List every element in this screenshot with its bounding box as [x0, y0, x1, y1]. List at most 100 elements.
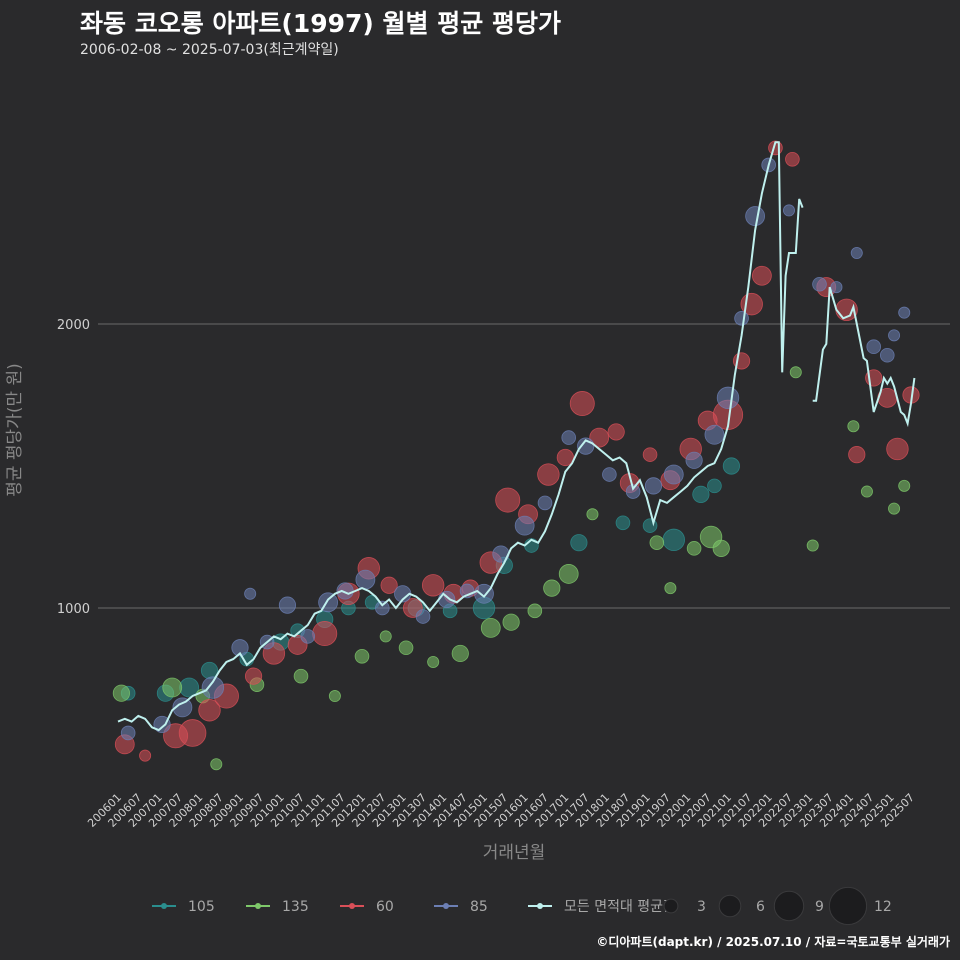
- point-60-2006-09: [139, 749, 152, 762]
- point-135-2024-02: [847, 420, 860, 433]
- point-135-2014-06: [451, 644, 469, 663]
- point-60-2017-11: [589, 427, 610, 448]
- point-135-2020-11: [712, 539, 730, 557]
- point-135-2019-08: [664, 582, 677, 595]
- point-135-2025-02: [888, 502, 901, 515]
- point-85-2018-09: [625, 484, 641, 499]
- legend-size-label-3: 3: [697, 899, 706, 915]
- point-135-2016-09: [543, 579, 561, 597]
- point-60-2017-01: [556, 448, 574, 467]
- point-135-2010-07: [293, 668, 309, 684]
- legend-size-3: 3: [663, 898, 706, 915]
- point-60-2022-08: [785, 151, 800, 167]
- legend-label-3: 60: [376, 899, 394, 915]
- legend-item-4: 85: [434, 899, 488, 915]
- legend-size-bubble-12: [828, 886, 868, 926]
- point-135-2022-09: [789, 366, 802, 379]
- legend-size-bubble-3: [663, 898, 679, 914]
- point-135-2011-05: [328, 690, 341, 703]
- legend-item-3: 60: [340, 899, 394, 915]
- point-85-2022-07: [783, 204, 796, 217]
- point-85-2024-12: [879, 347, 895, 363]
- data-points: [112, 140, 920, 771]
- point-85-2023-09: [830, 281, 843, 294]
- point-60-2019-02: [642, 447, 658, 462]
- average-line-segment-2: [812, 286, 916, 428]
- point-85-2007-08: [172, 697, 193, 718]
- point-85-2016-07: [537, 495, 553, 511]
- point-135-2025-05: [898, 479, 911, 492]
- legend-key-5: [537, 903, 543, 909]
- legend: 105 135 60 85 모든 면적대 평균값 3 6 9 12: [152, 886, 892, 926]
- point-85-2017-02: [561, 430, 577, 445]
- average-line-group: [117, 141, 916, 732]
- point-135-2013-10: [427, 655, 440, 668]
- legend-size-12: 12: [828, 886, 892, 926]
- point-135-2016-04: [527, 603, 543, 619]
- point-135-2017-02: [558, 564, 579, 584]
- x-tick-labels: 2006012006072007012007072008012008072009…: [85, 791, 917, 830]
- legend-label-1: 105: [188, 899, 215, 915]
- point-85-2012-07: [375, 600, 390, 616]
- point-85-2010-09: [300, 629, 316, 644]
- point-135-2008-06: [210, 758, 223, 771]
- legend-label-5: 모든 면적대 평균값: [564, 899, 676, 915]
- point-85-2024-03: [850, 246, 863, 259]
- legend-size-label-6: 6: [756, 899, 765, 915]
- point-60-2024-03: [848, 446, 866, 464]
- point-135-2006-02: [112, 684, 130, 702]
- point-85-2009-04: [244, 587, 257, 600]
- point-85-2016-01: [514, 515, 535, 536]
- point-85-2009-01: [231, 639, 249, 657]
- legend-size-9: 9: [773, 890, 824, 922]
- point-60-2017-06: [569, 391, 595, 417]
- legend-size-bubble-9: [773, 890, 805, 922]
- point-60-2016-08: [537, 463, 560, 486]
- legend-key-4: [443, 903, 449, 909]
- x-axis-label: 거래년월: [483, 843, 546, 863]
- point-60-2013-10: [421, 574, 445, 597]
- point-85-2021-05: [734, 311, 749, 326]
- point-85-2015-01: [474, 583, 494, 604]
- point-85-2007-02: [153, 715, 171, 734]
- legend-label-2: 135: [282, 899, 309, 915]
- point-85-2021-01: [716, 386, 740, 410]
- point-85-2010-03: [278, 596, 297, 614]
- point-85-2012-02: [355, 569, 376, 590]
- point-60-2008-04: [198, 699, 221, 722]
- point-60-2021-11: [751, 265, 772, 286]
- legend-key-2: [255, 903, 261, 909]
- point-105-2020-05: [692, 485, 710, 503]
- legend-key-3: [349, 903, 355, 909]
- legend-size-6: 6: [718, 894, 765, 918]
- point-60-2012-09: [380, 576, 398, 594]
- legend-item-5: 모든 면적대 평균값: [528, 899, 676, 915]
- point-85-2025-05: [898, 306, 911, 319]
- point-60-2009-05: [244, 667, 263, 685]
- point-135-2015-09: [502, 613, 520, 631]
- legend-size-bubble-6: [718, 894, 742, 918]
- point-60-2011-02: [312, 621, 338, 647]
- point-85-2013-07: [415, 609, 431, 624]
- point-135-2023-02: [806, 539, 819, 552]
- legend-size-label-12: 12: [874, 899, 892, 915]
- y-tick-labels: 1000 2000: [57, 318, 90, 617]
- point-135-2015-03: [480, 617, 501, 638]
- point-85-2019-09: [663, 464, 684, 485]
- point-105-2020-09: [707, 478, 722, 494]
- point-135-2007-05: [162, 677, 183, 698]
- point-135-2024-06: [860, 485, 873, 498]
- legend-item-1: 105: [152, 899, 215, 915]
- point-85-2023-04: [812, 276, 827, 292]
- point-135-2012-08: [379, 630, 392, 643]
- point-85-2020-09: [704, 424, 725, 445]
- point-85-2006-04: [120, 725, 136, 741]
- chart-title: 좌동 코오롱 아파트(1997) 월별 평균 평당가: [80, 9, 561, 38]
- point-60-2018-04: [607, 423, 625, 441]
- legend-item-2: 135: [246, 899, 309, 915]
- point-105-2017-05: [570, 534, 588, 552]
- point-85-2021-09: [745, 206, 766, 226]
- point-105-2019-09: [662, 528, 685, 552]
- point-135-2017-09: [586, 508, 599, 521]
